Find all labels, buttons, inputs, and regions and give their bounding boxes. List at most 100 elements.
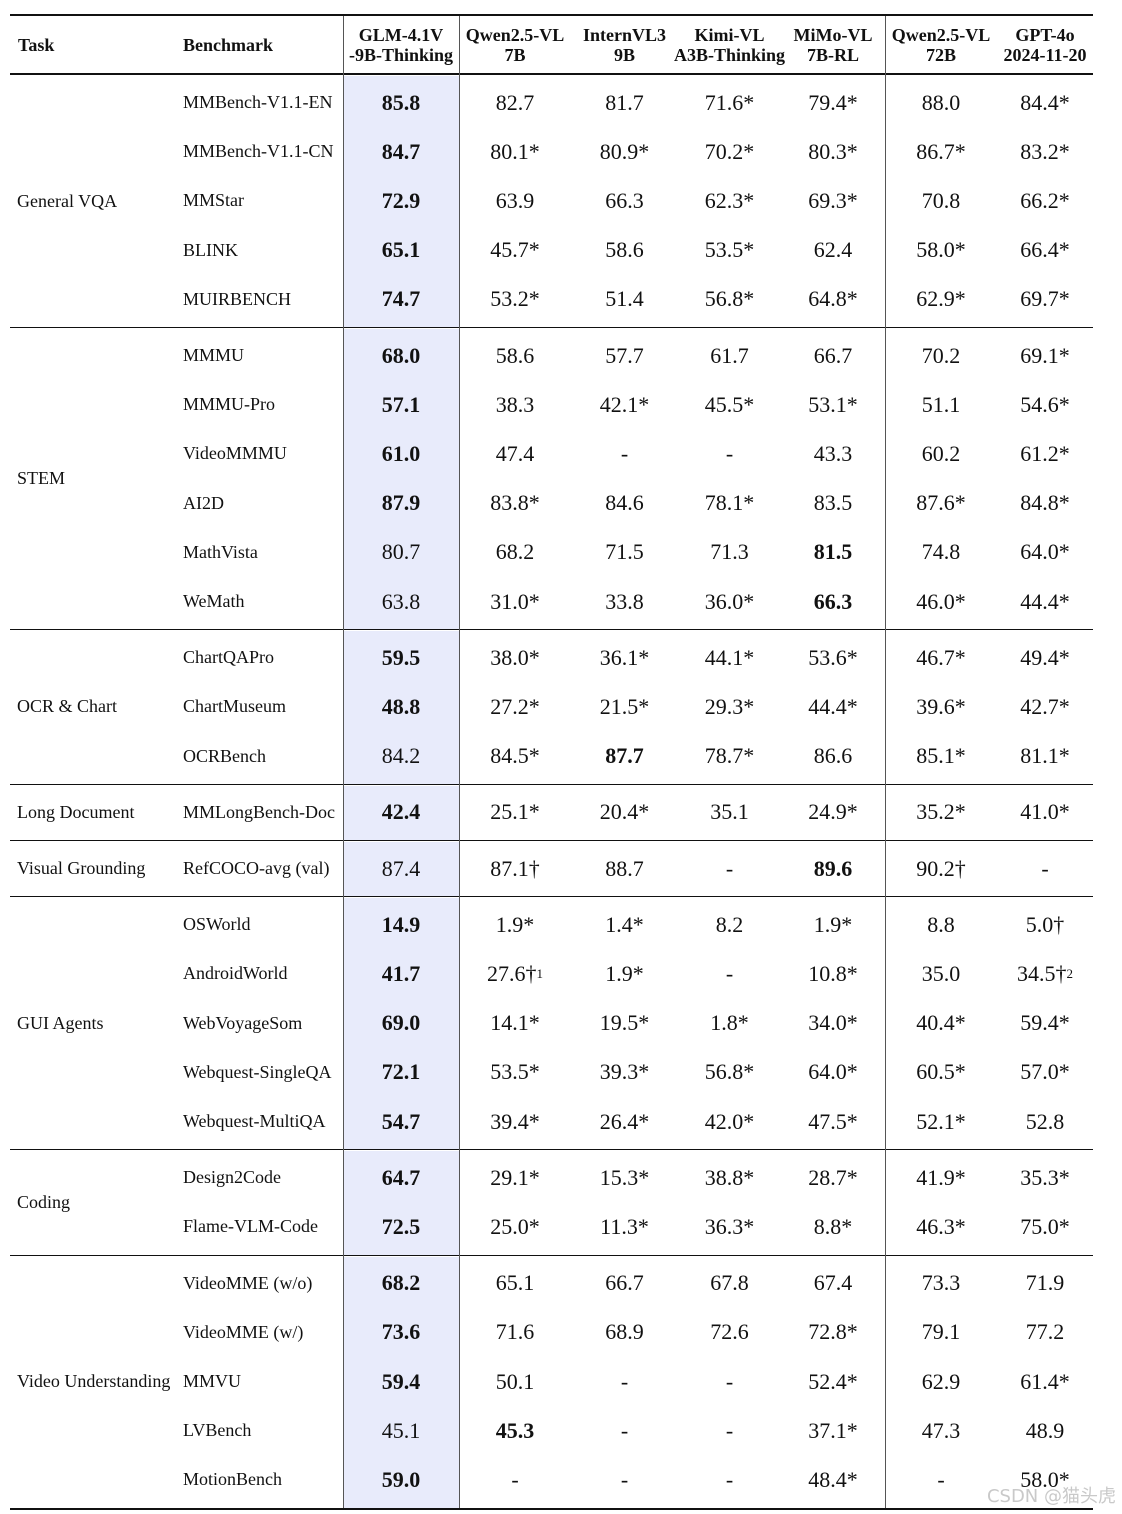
score-value: 53.1* [808,391,858,417]
score-cell: 90.2† [885,844,997,893]
score-value: 71.9 [1025,1270,1065,1296]
score-cell: 19.5* [571,999,678,1048]
benchmark-label: MMBench-V1.1-CN [183,141,334,162]
task-label: Visual Grounding [17,858,146,879]
score-cell: 37.1* [781,1406,885,1455]
score-value: 72.6 [710,1319,749,1345]
score-value: 47.3 [921,1417,961,1443]
score-cell: 65.1 [343,226,459,275]
header-model-1-line-2: -9B-Thinking [348,44,454,65]
score-cell: 29.3* [678,682,781,731]
score-cell: 59.4 [343,1357,459,1406]
score-cell: 87.1† [459,844,571,893]
score-value: 31.0* [490,588,540,614]
score-cell: 69.0 [343,999,459,1048]
benchmark-label: MMBench-V1.1-EN [183,92,333,113]
score-cell: 54.7 [343,1097,459,1146]
score-cell: 66.3 [571,176,678,225]
score-value: 15.3* [599,1164,650,1190]
score-cell: 67.8 [678,1259,781,1308]
score-value: 56.8* [704,1059,755,1085]
score-value: 69.7* [1020,286,1070,312]
score-value: 38.8* [704,1164,755,1190]
score-value: 62.4 [813,237,853,263]
score-value: 84.2 [381,743,421,769]
score-value: - [725,440,734,466]
score-value: 44.4* [1020,588,1070,614]
score-value: 39.6* [916,693,966,719]
score-value: 41.0* [1020,799,1070,825]
score-cell: - [678,844,781,893]
score-cell: - [459,1455,571,1504]
benchmark-label: WebVoyageSom [183,1012,303,1033]
score-value: 49.4* [1020,644,1070,670]
score-cell: - [885,1455,997,1504]
score-cell: 36.0* [678,577,781,626]
benchmark-label: MMMU [183,345,245,366]
score-cell: 21.5* [571,682,678,731]
score-cell: 57.1 [343,380,459,429]
header-model-2-line-1: Qwen2.5-VL [465,24,565,45]
score-value: - [620,1466,629,1492]
score-value: 79.1 [921,1319,961,1345]
score-cell: 84.5* [459,732,571,781]
score-cell: 58.6 [459,331,571,380]
table-bottom-rule [10,1507,1093,1510]
score-value: 71.3 [710,539,749,565]
score-cell: 81.7 [571,78,678,127]
score-value: 81.1* [1020,743,1070,769]
score-value: 84.7 [381,138,421,164]
score-cell: 46.0* [885,577,997,626]
score-cell: 64.0* [781,1048,885,1097]
score-value: 19.5* [599,1010,650,1036]
score-value: 52.8 [1025,1108,1065,1134]
benchmark-label: RefCOCO-avg (val) [183,858,330,879]
score-cell: 69.3* [781,176,885,225]
score-value: 62.9 [921,1368,961,1394]
score-value: 25.0* [490,1213,540,1239]
score-cell: 74.8 [885,528,997,577]
score-cell: 80.1* [459,127,571,176]
score-value: 74.7 [381,286,421,312]
highlight-column-bg [343,785,459,840]
group-rule [10,1149,1093,1151]
score-cell: 14.9 [343,900,459,949]
score-value: 74.8 [921,539,961,565]
score-cell: 69.1* [997,331,1093,380]
score-cell: - [571,429,678,478]
score-cell: 68.2 [343,1259,459,1308]
score-value: 29.1* [490,1164,540,1190]
score-cell: 43.3 [781,429,885,478]
score-value: 85.8 [381,89,421,115]
score-cell: 48.9 [997,1406,1093,1455]
score-value: 81.7 [605,89,644,115]
score-value: 87.9 [381,490,421,516]
score-value: - [725,1466,734,1492]
score-cell: 41.7 [343,949,459,998]
score-cell: 67.4 [781,1259,885,1308]
score-cell: 35.0 [885,949,997,998]
benchmark-label: ChartQAPro [183,647,274,668]
score-cell: 52.1* [885,1097,997,1146]
header-model-5: MiMo-VL 7B-RL [781,16,885,73]
score-value: 86.7* [916,138,966,164]
score-cell: 35.3* [997,1153,1093,1202]
score-value: 27.6† [487,960,537,986]
score-value: 51.4 [605,286,644,312]
score-value: - [1041,855,1049,881]
header-model-4-line-1: Kimi-VL [694,24,765,45]
score-value: 36.3* [704,1213,755,1239]
score-value: 73.6 [381,1319,421,1345]
score-value: 47.5* [808,1108,858,1134]
score-cell: 57.7 [571,331,678,380]
score-cell: 63.8 [343,577,459,626]
score-cell: 50.1 [459,1357,571,1406]
score-cell: 27.6† 1 [459,949,571,998]
score-value: 69.0 [381,1010,421,1036]
benchmark-label: OSWorld [183,914,251,935]
score-value: 59.4 [381,1368,421,1394]
score-cell: 48.8 [343,682,459,731]
score-cell: 46.3* [885,1202,997,1251]
score-cell: 83.2* [997,127,1093,176]
header-model-2: Qwen2.5-VL 7B [459,16,571,73]
